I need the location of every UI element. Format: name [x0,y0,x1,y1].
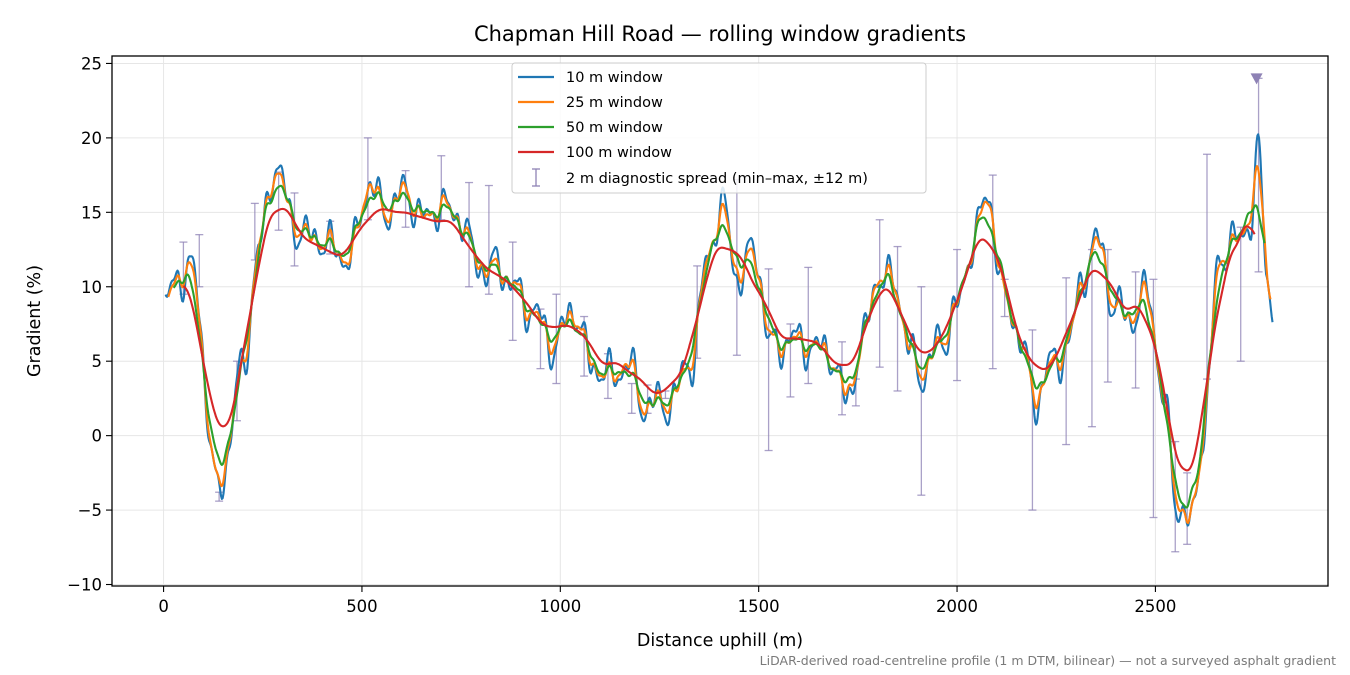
spread-bar [1062,277,1071,446]
spread-bar [893,245,902,392]
y-tick-label: 25 [81,54,102,73]
legend-label-50m: 50 m window [566,120,663,136]
legend: 10 m window 25 m window 50 m window 100 … [511,62,927,194]
spread-bar [1183,472,1192,545]
x-tick-label: 2500 [1134,597,1176,616]
spread-bar [1028,329,1037,511]
series-line-100-m-window [182,207,1256,472]
x-axis-ticks: 0 500 1000 1500 2000 2500 [158,586,1176,616]
offscale-marker [1250,73,1263,85]
legend-label-10m: 10 m window [566,70,663,86]
plot-frame [111,55,1329,587]
spread-bar [508,241,517,342]
y-axis-ticks: −10 −5 0 5 10 15 20 25 [67,54,112,595]
series-lines [164,133,1274,527]
y-tick-label: −10 [67,576,102,595]
y-axis-label: Gradient (%) [25,265,45,377]
y-tick-label: −5 [78,501,102,520]
legend-box [511,62,927,194]
x-axis-label: Distance uphill (m) [637,631,803,651]
x-tick-label: 500 [346,597,378,616]
spread-bar [764,268,773,452]
y-tick-label: 20 [81,129,102,148]
y-tick-label: 15 [81,203,102,222]
spread-bar [988,174,997,370]
y-tick-label: 0 [92,427,103,446]
legend-label-100m: 100 m window [566,145,672,161]
x-tick-label: 1500 [738,597,780,616]
y-tick-label: 10 [81,278,102,297]
spread-bar [627,382,636,414]
x-tick-label: 1000 [539,597,581,616]
spread-bar [215,491,224,502]
x-tick-label: 0 [158,597,169,616]
legend-label-spread: 2 m diagnostic spread (min–max, ±12 m) [566,171,868,187]
legend-swatch-spread [532,168,540,187]
spread-bar [953,248,962,382]
footnote: LiDAR-derived road-centreline profile (1… [760,653,1336,668]
x-tick-label: 2000 [936,597,978,616]
y-tick-label: 5 [92,352,103,371]
chart-title: Chapman Hill Road — rolling window gradi… [474,22,966,46]
legend-label-25m: 25 m window [566,95,663,111]
spread-bar [580,315,589,377]
